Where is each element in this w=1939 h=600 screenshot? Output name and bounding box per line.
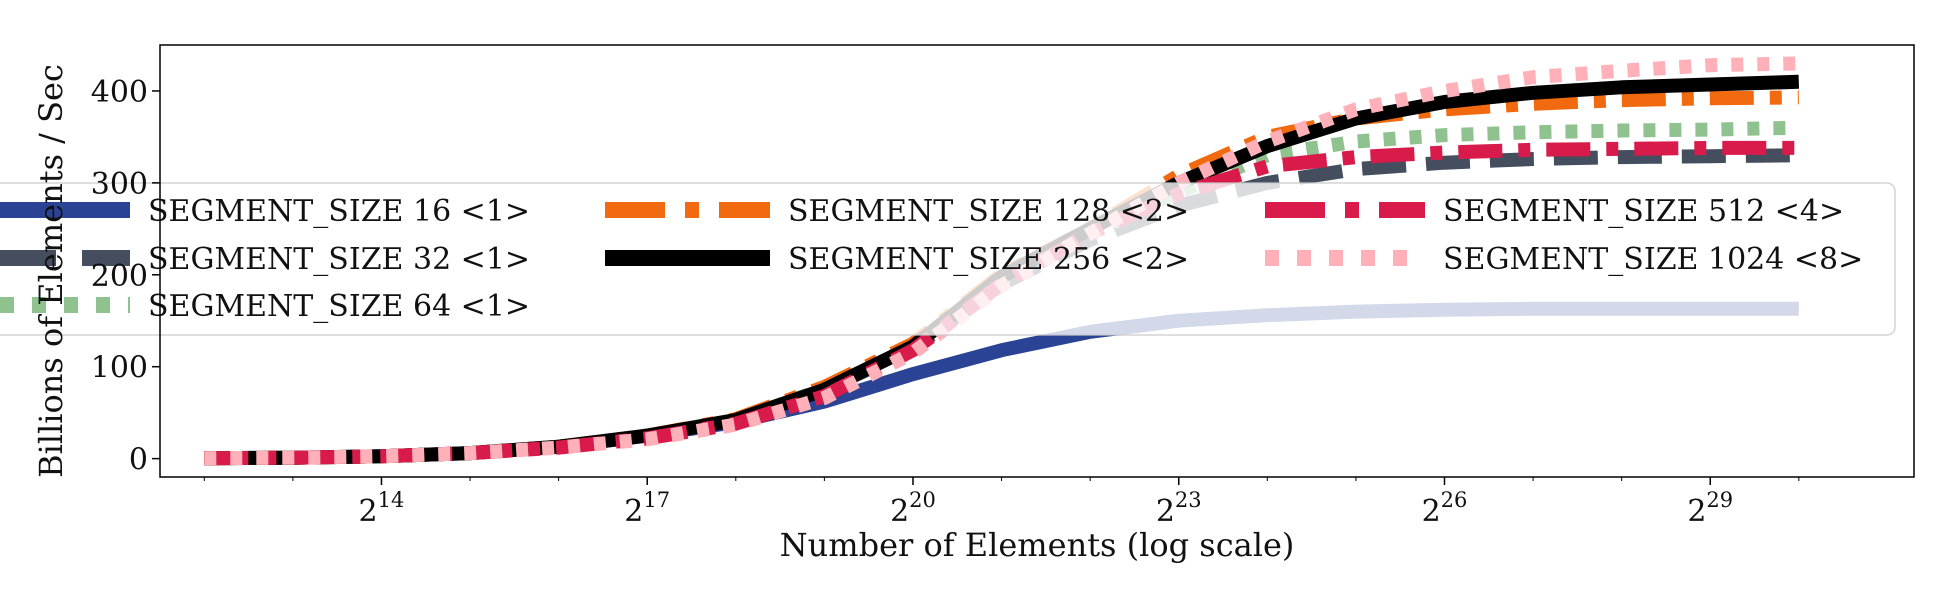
- x-tick-label: 214: [359, 488, 405, 529]
- x-tick-base: 2: [624, 494, 643, 529]
- legend-box: [0, 182, 1896, 336]
- x-tick-label: 223: [1156, 488, 1202, 529]
- legend-label: SEGMENT_SIZE 256 <2>: [788, 242, 1189, 277]
- x-tick-exponent: 23: [1175, 488, 1202, 512]
- x-tick-base: 2: [359, 494, 378, 529]
- x-tick-label: 220: [890, 488, 936, 529]
- plot-frame: [159, 44, 1915, 478]
- x-tick-exponent: 20: [909, 488, 936, 512]
- legend-label: SEGMENT_SIZE 128 <2>: [788, 194, 1189, 229]
- y-tick-label: 200: [91, 259, 148, 294]
- legend-label: SEGMENT_SIZE 32 <1>: [148, 242, 530, 277]
- y-tick-label: 0: [129, 443, 148, 478]
- y-axis: 0 100 200 300 400: [91, 75, 160, 478]
- y-tick-label: 300: [91, 167, 148, 202]
- legend-label: SEGMENT_SIZE 1024 <8>: [1443, 242, 1863, 277]
- y-axis-label: Billions of Elements / Sec: [32, 64, 70, 478]
- x-axis: 214 217 220 223 226 229: [203, 477, 1800, 529]
- x-tick-exponent: 29: [1706, 488, 1733, 512]
- legend: SEGMENT_SIZE 16 <1> SEGMENT_SIZE 32 <1> SE…: [0, 182, 1896, 336]
- x-tick-exponent: 26: [1441, 488, 1468, 512]
- x-tick-exponent: 17: [643, 488, 670, 512]
- y-tick-label: 400: [91, 75, 148, 110]
- x-tick-base: 2: [1687, 494, 1706, 529]
- x-tick-base: 2: [890, 494, 909, 529]
- x-tick-label: 217: [624, 488, 670, 529]
- x-axis-label: Number of Elements (log scale): [780, 526, 1295, 564]
- x-tick-base: 2: [1156, 494, 1175, 529]
- legend-label: SEGMENT_SIZE 64 <1>: [148, 289, 530, 324]
- x-tick-base: 2: [1422, 494, 1441, 529]
- x-tick-label: 226: [1422, 488, 1468, 529]
- y-tick-label: 100: [91, 351, 148, 386]
- x-tick-label: 229: [1687, 488, 1733, 529]
- x-tick-exponent: 14: [378, 488, 405, 512]
- legend-label: SEGMENT_SIZE 512 <4>: [1443, 194, 1844, 229]
- legend-label: SEGMENT_SIZE 16 <1>: [148, 194, 530, 229]
